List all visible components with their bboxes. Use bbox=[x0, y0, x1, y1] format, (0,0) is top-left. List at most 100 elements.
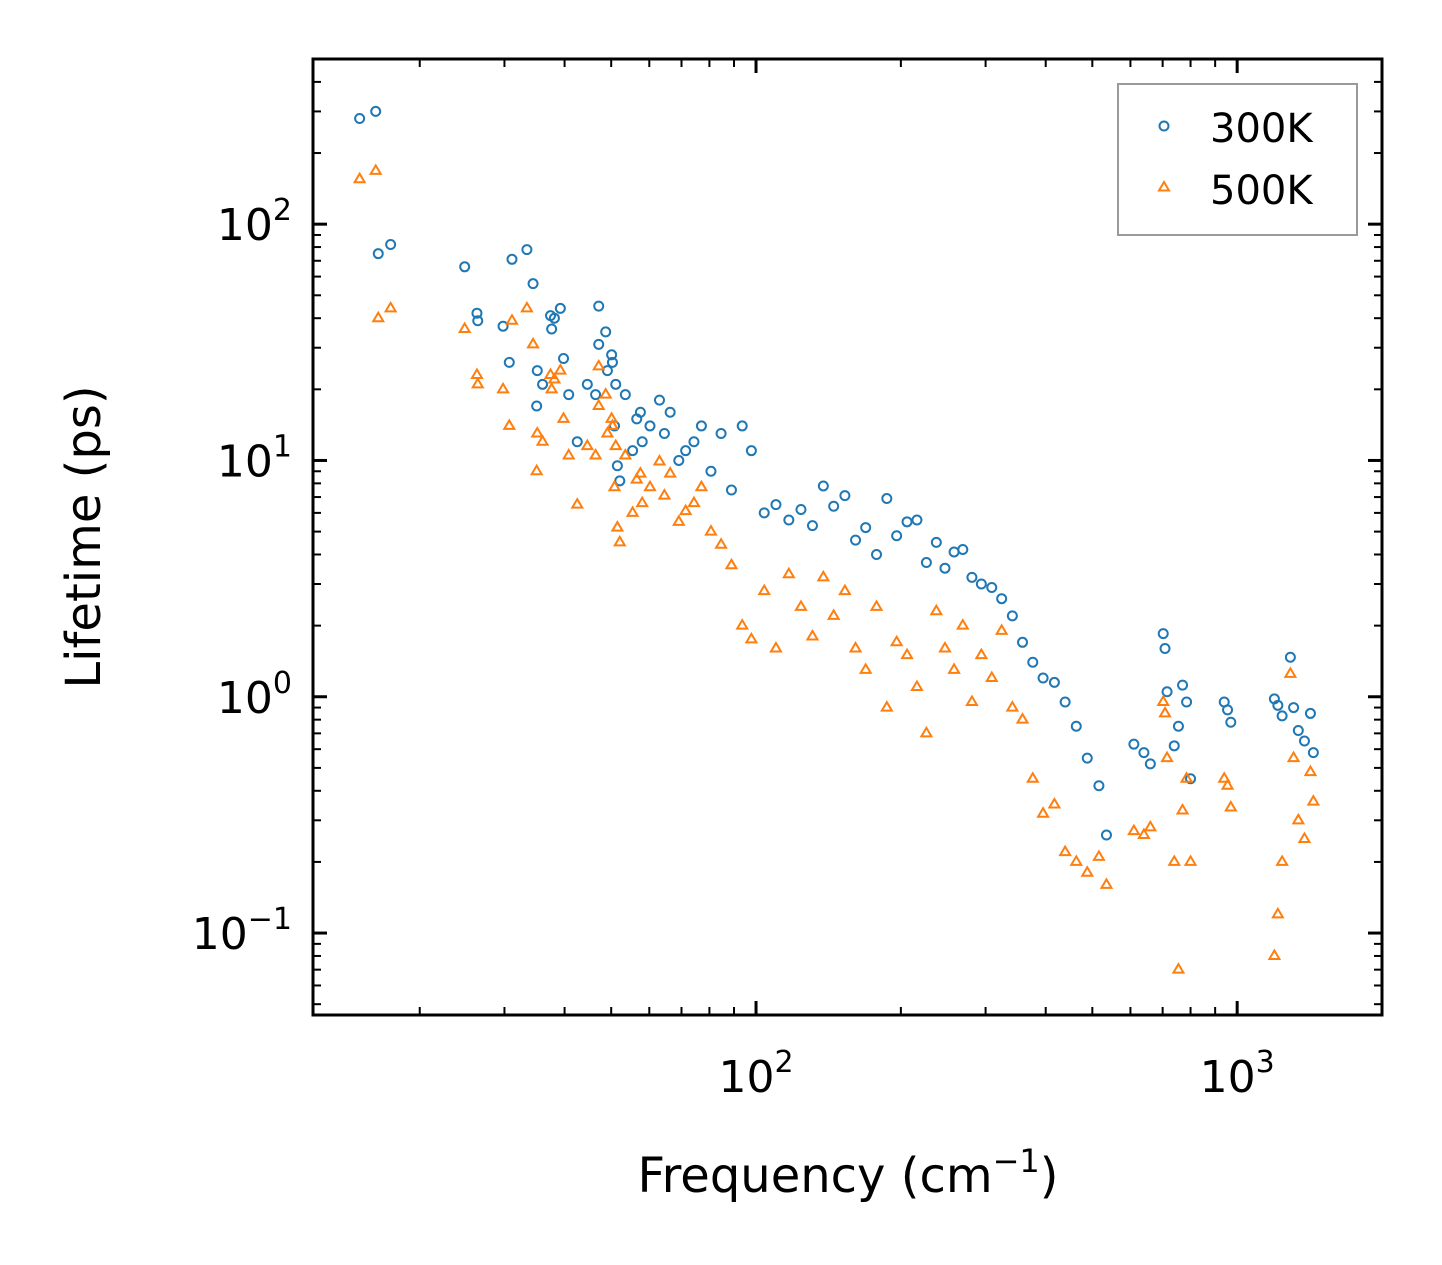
data-point-300k bbox=[521, 244, 533, 256]
data-point-300k bbox=[1177, 679, 1189, 691]
data-point-500k bbox=[530, 426, 545, 438]
data-point-500k bbox=[965, 694, 979, 707]
data-point-500k bbox=[1167, 854, 1181, 866]
data-point-300k bbox=[986, 581, 998, 593]
data-point-300k bbox=[1144, 758, 1156, 770]
data-point-300k bbox=[1159, 643, 1171, 655]
data-point-300k bbox=[593, 338, 605, 350]
data-point-300k bbox=[372, 248, 384, 260]
data-point-500k bbox=[1220, 778, 1235, 790]
data-point-300k bbox=[658, 428, 670, 440]
legend: 300K 500K bbox=[1117, 83, 1358, 236]
data-point-300k bbox=[806, 520, 818, 532]
data-point-500k bbox=[1158, 705, 1172, 718]
data-point-500k bbox=[1069, 854, 1084, 866]
data-point-500k bbox=[471, 376, 485, 389]
data-point-300k bbox=[939, 562, 951, 574]
data-point-300k bbox=[705, 465, 717, 477]
data-point-500k bbox=[1267, 948, 1282, 960]
data-point-500k bbox=[457, 321, 472, 334]
data-point-300k bbox=[966, 571, 978, 583]
data-point-500k bbox=[610, 520, 625, 532]
data-point-300k bbox=[600, 326, 612, 338]
legend-marker-500k bbox=[1157, 180, 1171, 192]
data-point-500k bbox=[496, 381, 510, 394]
x-tick-label: 102 bbox=[718, 1045, 793, 1103]
data-point-500k bbox=[1143, 819, 1158, 832]
y-tick-label: 100 bbox=[217, 666, 292, 724]
data-point-500k bbox=[600, 426, 615, 438]
data-point-500k bbox=[608, 438, 623, 451]
data-point-500k bbox=[643, 479, 657, 492]
y-tick-label: 102 bbox=[217, 193, 292, 251]
data-point-500k bbox=[947, 662, 961, 674]
data-point-300k bbox=[1276, 710, 1288, 722]
data-point-500k bbox=[782, 566, 796, 579]
data-point-500k bbox=[900, 647, 914, 660]
data-point-300k bbox=[930, 536, 942, 548]
data-point-500k bbox=[724, 557, 739, 570]
data-point-500k bbox=[1015, 712, 1030, 724]
data-point-300k bbox=[911, 514, 923, 526]
data-point-500k bbox=[657, 488, 672, 500]
data-point-300k bbox=[571, 436, 583, 448]
data-point-300k bbox=[546, 323, 558, 335]
data-point-500k bbox=[929, 603, 944, 616]
data-point-500k bbox=[1275, 854, 1289, 866]
data-point-500k bbox=[526, 336, 540, 349]
data-point-300k bbox=[653, 394, 665, 406]
data-point-300k bbox=[1307, 747, 1319, 759]
data-point-500k bbox=[1160, 750, 1174, 763]
data-point-500k bbox=[352, 171, 367, 184]
data-point-500k bbox=[1005, 700, 1020, 712]
series-300k bbox=[354, 105, 1319, 841]
data-point-500k bbox=[652, 454, 667, 466]
data-point-300k bbox=[1093, 780, 1105, 792]
data-point-300k bbox=[850, 534, 862, 546]
data-point-500k bbox=[1099, 877, 1114, 889]
data-point-300k bbox=[1081, 752, 1093, 764]
data-point-300k bbox=[871, 548, 883, 560]
data-point-300k bbox=[1222, 704, 1234, 716]
data-point-300k bbox=[795, 504, 807, 516]
data-point-300k bbox=[611, 460, 623, 472]
data-point-500k bbox=[985, 670, 999, 683]
data-point-300k bbox=[1037, 672, 1049, 684]
data-point-300k bbox=[636, 436, 648, 448]
data-point-500k bbox=[889, 634, 904, 647]
data-point-500k bbox=[625, 505, 640, 517]
data-point-500k bbox=[1291, 812, 1306, 825]
data-point-500k bbox=[858, 662, 873, 674]
data-point-500k bbox=[1224, 799, 1238, 812]
x-tick-label: 103 bbox=[1200, 1045, 1275, 1103]
data-point-500k bbox=[1171, 962, 1186, 974]
data-point-500k bbox=[869, 599, 884, 611]
data-point-300k bbox=[1017, 636, 1029, 648]
points-layer bbox=[352, 105, 1321, 974]
data-point-500k bbox=[1137, 827, 1151, 839]
data-point-500k bbox=[994, 623, 1009, 635]
data-point-500k bbox=[629, 472, 644, 484]
data-point-300k bbox=[506, 253, 518, 265]
data-point-500k bbox=[735, 618, 749, 630]
data-point-500k bbox=[880, 700, 894, 712]
data-point-300k bbox=[758, 507, 770, 519]
data-point-300k bbox=[975, 578, 987, 590]
legend-box bbox=[1117, 83, 1358, 236]
data-point-500k bbox=[470, 367, 484, 379]
data-point-500k bbox=[826, 608, 841, 620]
legend-label-500k: 500K bbox=[1210, 168, 1314, 214]
data-point-500k bbox=[687, 495, 701, 508]
data-point-500k bbox=[598, 387, 613, 399]
data-point-300k bbox=[948, 546, 960, 558]
data-point-300k bbox=[1288, 702, 1300, 714]
data-point-300k bbox=[554, 302, 566, 314]
data-point-300k bbox=[770, 499, 782, 511]
data-point-300k bbox=[601, 365, 613, 377]
data-point-300k bbox=[828, 500, 840, 512]
data-point-300k bbox=[385, 239, 397, 251]
data-point-300k bbox=[1006, 610, 1018, 622]
data-point-300k bbox=[531, 365, 543, 377]
data-point-300k bbox=[860, 522, 872, 534]
data-point-300k bbox=[1161, 686, 1173, 698]
